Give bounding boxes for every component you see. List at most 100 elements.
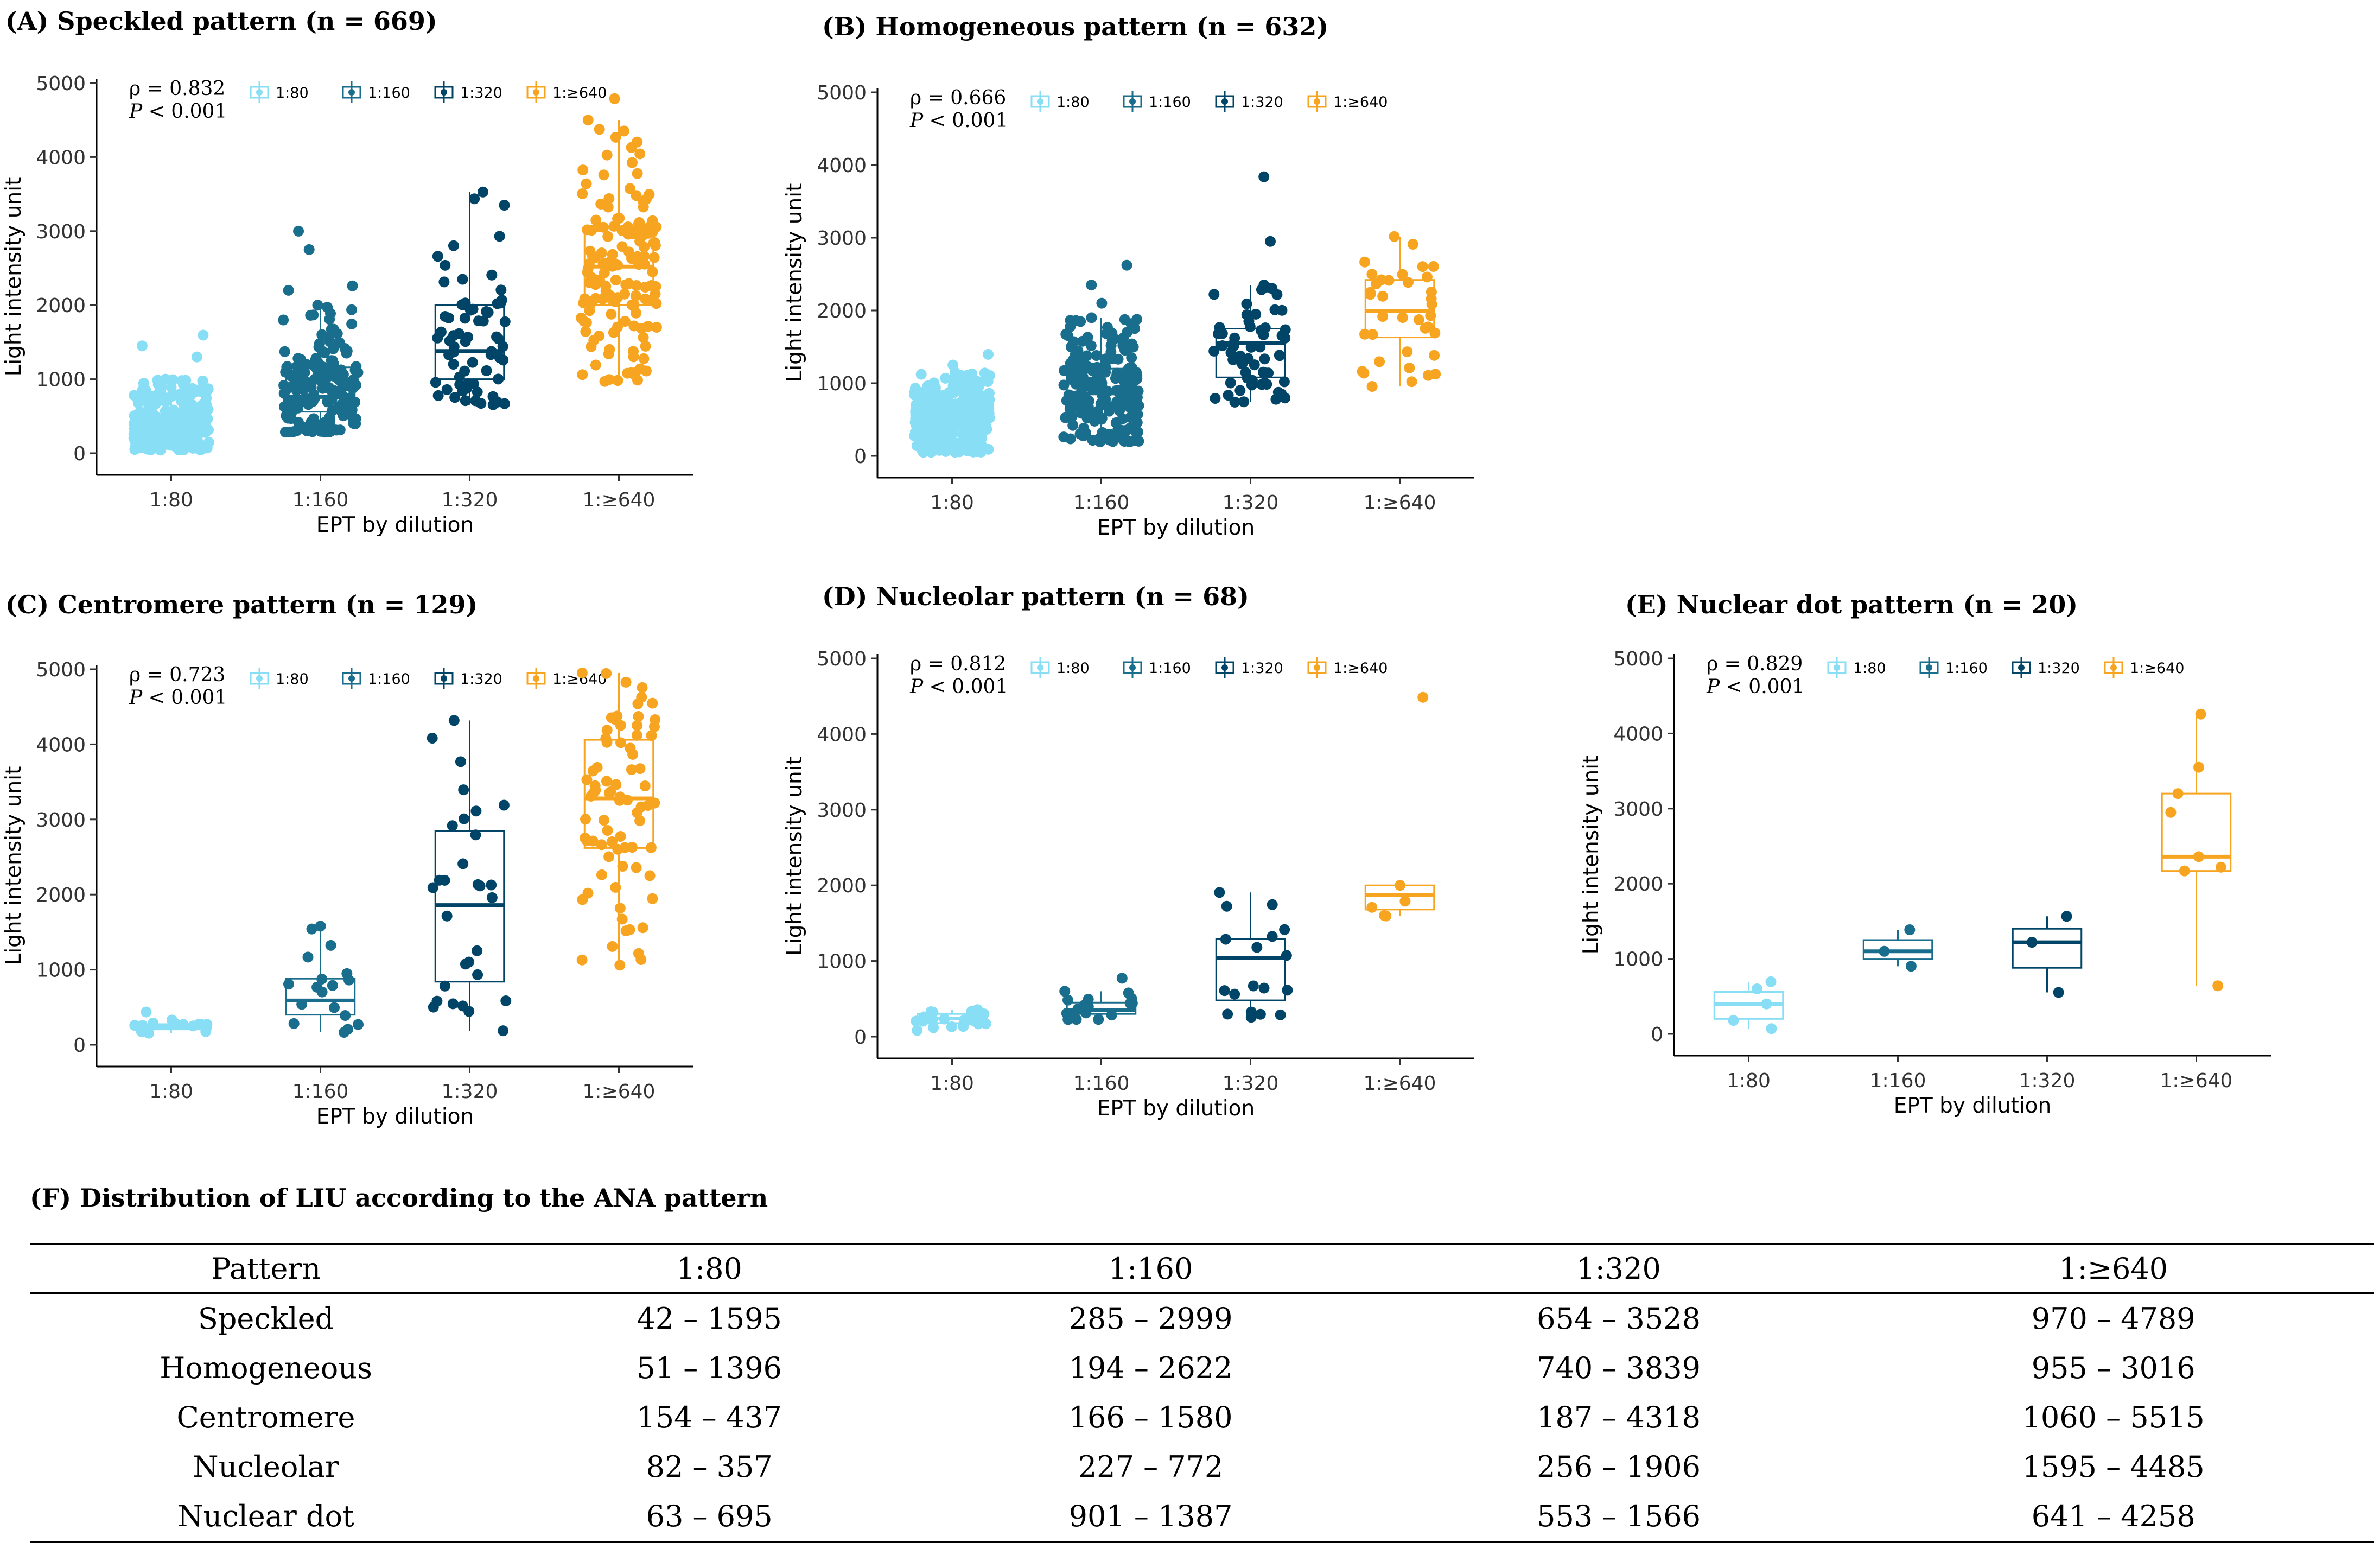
legend-item: 1:≥640 xyxy=(526,668,607,689)
data-point xyxy=(589,252,600,264)
data-point xyxy=(281,384,292,396)
data-point xyxy=(195,1018,207,1030)
x-tick-label: 1:160 xyxy=(1870,1070,1926,1092)
legend-label: 1:80 xyxy=(276,85,309,101)
legend-item: 1:320 xyxy=(434,81,502,103)
data-point xyxy=(644,870,656,881)
data-point xyxy=(1084,404,1095,416)
data-point xyxy=(1425,310,1436,321)
data-point xyxy=(470,395,481,407)
data-point xyxy=(449,392,461,403)
data-point xyxy=(615,737,627,748)
data-point xyxy=(915,369,927,380)
data-point xyxy=(348,418,359,429)
p-value-label-p: P xyxy=(129,100,143,123)
data-point xyxy=(637,922,648,934)
data-point xyxy=(589,780,601,791)
data-point xyxy=(596,869,607,880)
data-point xyxy=(580,326,591,337)
data-point xyxy=(1128,341,1139,353)
data-point xyxy=(454,371,465,383)
data-point xyxy=(631,729,642,741)
data-point xyxy=(590,214,602,226)
data-point xyxy=(1234,385,1246,396)
data-point xyxy=(576,954,588,966)
y-tick-label: 2000 xyxy=(1613,873,1663,896)
x-tick-label: 1:320 xyxy=(442,1081,498,1103)
data-point xyxy=(309,393,320,404)
data-point xyxy=(1111,367,1123,379)
data-point xyxy=(306,923,317,935)
data-point xyxy=(199,385,210,396)
data-point xyxy=(587,835,599,847)
table-row: Centromere 154 – 437 166 – 1580 187 – 43… xyxy=(30,1393,2374,1442)
data-point xyxy=(594,124,605,135)
data-point xyxy=(160,373,171,385)
data-point xyxy=(647,266,658,277)
data-point xyxy=(1091,350,1102,361)
data-point xyxy=(319,347,330,358)
data-point xyxy=(640,194,652,205)
table-cell: 256 – 1906 xyxy=(1537,1450,1701,1484)
data-point xyxy=(499,316,511,327)
data-point xyxy=(463,1006,475,1017)
data-point xyxy=(1421,271,1433,283)
x-tick-label: 1:160 xyxy=(1073,492,1130,514)
legend-item: 1:160 xyxy=(1123,657,1191,678)
table-cell: 154 – 437 xyxy=(637,1400,782,1435)
data-point xyxy=(603,193,615,204)
table-title: (F) Distribution of LIU according to the… xyxy=(30,1183,768,1213)
data-point xyxy=(612,843,623,855)
data-point xyxy=(645,842,657,853)
data-point xyxy=(1126,352,1137,364)
y-tick-label: 4000 xyxy=(817,723,867,746)
x-tick-label: 1:320 xyxy=(1223,1072,1279,1095)
data-point xyxy=(458,784,469,796)
table-cell: 1060 – 5515 xyxy=(2022,1400,2205,1435)
data-point xyxy=(620,676,632,688)
data-point xyxy=(610,274,621,285)
data-point xyxy=(917,424,928,436)
legend-dot xyxy=(1129,664,1136,671)
data-point xyxy=(346,381,357,392)
x-tick-label: 1:≥640 xyxy=(1364,492,1436,514)
data-point xyxy=(647,215,658,226)
data-point xyxy=(336,383,347,394)
box-group-3 xyxy=(1357,231,1441,392)
data-point xyxy=(481,306,492,317)
data-point xyxy=(301,359,313,370)
legend-label: 1:80 xyxy=(276,671,309,688)
box-group-0 xyxy=(908,348,995,458)
data-point xyxy=(1071,1014,1082,1025)
x-axis-label: EPT by dilution xyxy=(316,1105,474,1129)
box-group-1 xyxy=(1058,259,1144,448)
data-point xyxy=(983,408,995,419)
data-point xyxy=(487,399,499,410)
y-tick-label: 5000 xyxy=(36,659,86,681)
data-point xyxy=(1106,353,1118,364)
data-point xyxy=(606,836,618,847)
data-point xyxy=(1219,985,1230,997)
data-point xyxy=(1243,315,1255,327)
data-point xyxy=(1251,942,1263,953)
data-point xyxy=(1366,269,1378,280)
x-tick-label: 1:160 xyxy=(1073,1072,1130,1095)
data-point xyxy=(173,434,184,446)
data-point xyxy=(303,244,315,255)
legend-item: 1:320 xyxy=(1215,91,1283,112)
data-point xyxy=(326,355,337,366)
data-point xyxy=(308,309,319,321)
data-point xyxy=(351,361,362,372)
data-point xyxy=(913,399,925,411)
table-cell: 82 – 357 xyxy=(646,1450,773,1484)
data-point xyxy=(632,720,643,731)
y-tick-label: 3000 xyxy=(817,799,867,822)
y-tick-label: 4000 xyxy=(817,155,867,177)
data-point xyxy=(1065,399,1076,410)
data-point xyxy=(1278,376,1290,388)
data-point xyxy=(302,951,314,963)
p-value-label: P < 0.001 xyxy=(129,687,227,709)
data-point xyxy=(278,314,289,326)
box-group-0 xyxy=(128,329,214,456)
data-point xyxy=(1269,304,1281,315)
